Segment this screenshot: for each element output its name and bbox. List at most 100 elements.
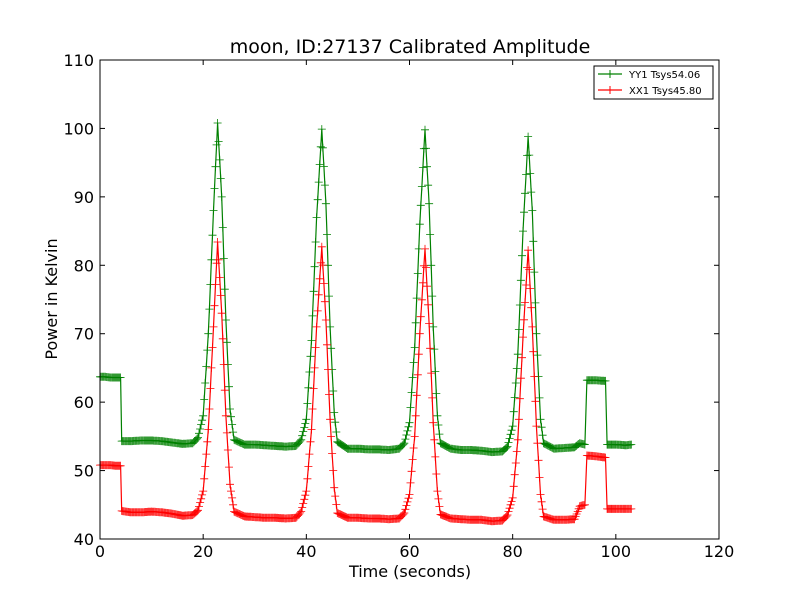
data-point-0-100 bbox=[199, 411, 208, 420]
data-point-0-325 bbox=[431, 367, 440, 376]
data-point-0-406 bbox=[514, 325, 523, 334]
data-point-1-391 bbox=[499, 515, 508, 524]
data-point-1-118 bbox=[217, 309, 226, 318]
data-point-0-94 bbox=[193, 434, 201, 443]
y-tick-label-0: 40 bbox=[74, 530, 94, 549]
data-point-1-225 bbox=[328, 449, 337, 458]
data-point-1-206 bbox=[308, 405, 317, 413]
data-point-1-420 bbox=[529, 347, 538, 356]
data-point-0-128 bbox=[228, 420, 237, 429]
data-point-0-303 bbox=[408, 373, 417, 382]
data-point-0-463 bbox=[573, 440, 582, 449]
data-point-0-316 bbox=[422, 144, 430, 153]
data-point-1-219 bbox=[321, 316, 330, 324]
data-point-1-294 bbox=[399, 510, 408, 519]
data-point-1-211 bbox=[313, 306, 322, 315]
x-tick-label-5: 100 bbox=[601, 542, 632, 561]
data-point-1-293 bbox=[398, 511, 407, 520]
data-point-0-393 bbox=[501, 444, 510, 453]
data-point-1-309 bbox=[414, 350, 423, 359]
data-point-1-222 bbox=[325, 390, 333, 399]
data-point-0-300 bbox=[405, 418, 414, 427]
data-point-0-224 bbox=[327, 344, 336, 353]
data-point-0-205 bbox=[307, 336, 316, 345]
data-point-1-337 bbox=[443, 513, 452, 522]
data-point-1-402 bbox=[510, 470, 519, 479]
data-point-0-435 bbox=[544, 441, 553, 450]
data-point-1-397 bbox=[505, 504, 514, 513]
data-point-1-116 bbox=[215, 273, 224, 282]
data-point-1-197 bbox=[299, 499, 308, 508]
data-point-0-138 bbox=[238, 439, 247, 448]
data-point-0-421 bbox=[530, 268, 539, 277]
data-point-0-290 bbox=[395, 444, 404, 453]
data-point-0-93 bbox=[191, 435, 200, 444]
data-point-0-133 bbox=[233, 437, 242, 446]
data-point-0-317 bbox=[423, 162, 431, 171]
data-point-1-401 bbox=[509, 482, 518, 491]
data-point-1-124 bbox=[223, 446, 232, 454]
data-point-0-120 bbox=[219, 254, 228, 263]
data-point-1-318 bbox=[424, 300, 433, 309]
data-point-1-235 bbox=[338, 511, 347, 520]
data-point-0-105 bbox=[204, 329, 213, 338]
data-point-0-216 bbox=[318, 143, 327, 152]
data-point-0-203 bbox=[305, 368, 314, 376]
data-point-0-400 bbox=[508, 422, 517, 431]
data-point-1-227 bbox=[330, 483, 339, 492]
data-point-0-201 bbox=[303, 399, 312, 408]
data-point-1-96 bbox=[195, 502, 203, 511]
data-point-1-98 bbox=[197, 494, 206, 503]
x-tick-label-2: 40 bbox=[296, 542, 316, 561]
data-point-0-394 bbox=[502, 443, 511, 452]
data-point-0-233 bbox=[336, 439, 345, 448]
data-point-1-417 bbox=[526, 284, 535, 293]
data-point-1-303 bbox=[408, 455, 417, 464]
data-point-1-199 bbox=[301, 491, 310, 500]
x-axis-label: Time (seconds) bbox=[348, 562, 471, 581]
data-point-0-296 bbox=[401, 435, 410, 444]
data-point-0-428 bbox=[537, 423, 546, 432]
data-point-1-427 bbox=[536, 490, 545, 499]
data-point-1-215 bbox=[317, 242, 326, 251]
data-point-0-433 bbox=[542, 440, 551, 449]
data-point-1-302 bbox=[407, 467, 416, 476]
data-point-0-135 bbox=[235, 438, 244, 447]
data-point-0-209 bbox=[311, 238, 320, 246]
data-point-0-323 bbox=[429, 322, 438, 331]
data-point-0-299 bbox=[404, 422, 413, 431]
data-point-0-324 bbox=[430, 345, 439, 354]
data-point-0-429 bbox=[538, 431, 547, 440]
data-point-1-216 bbox=[318, 261, 327, 270]
data-point-1-291 bbox=[396, 513, 405, 522]
data-point-1-316 bbox=[422, 263, 430, 272]
data-point-1-409 bbox=[518, 353, 526, 362]
data-point-0-419 bbox=[528, 206, 537, 215]
data-point-1-121 bbox=[220, 386, 229, 395]
data-point-0-121 bbox=[220, 285, 229, 294]
data-point-0-327 bbox=[433, 411, 442, 420]
data-point-0-116 bbox=[215, 155, 224, 164]
data-point-0-320 bbox=[426, 230, 435, 239]
data-point-1-329 bbox=[435, 502, 444, 511]
data-point-0-293 bbox=[398, 441, 407, 450]
data-point-0-20 bbox=[116, 373, 125, 382]
data-point-1-399 bbox=[507, 497, 516, 506]
data-point-0-396 bbox=[504, 438, 513, 447]
data-point-0-235 bbox=[338, 441, 347, 450]
data-point-0-331 bbox=[437, 439, 446, 448]
data-point-0-415 bbox=[524, 132, 533, 141]
data-point-1-234 bbox=[337, 510, 346, 519]
data-point-1-323 bbox=[429, 418, 438, 427]
data-point-0-427 bbox=[536, 415, 545, 424]
data-point-0-137 bbox=[237, 439, 246, 448]
data-point-1-113 bbox=[212, 259, 221, 268]
data-point-1-109 bbox=[208, 343, 217, 352]
data-point-0-408 bbox=[516, 276, 525, 285]
data-point-0-411 bbox=[520, 208, 528, 217]
data-point-1-93 bbox=[191, 508, 200, 517]
data-point-1-200 bbox=[302, 487, 311, 496]
data-point-0-194 bbox=[296, 437, 305, 445]
data-point-1-306 bbox=[411, 411, 420, 420]
